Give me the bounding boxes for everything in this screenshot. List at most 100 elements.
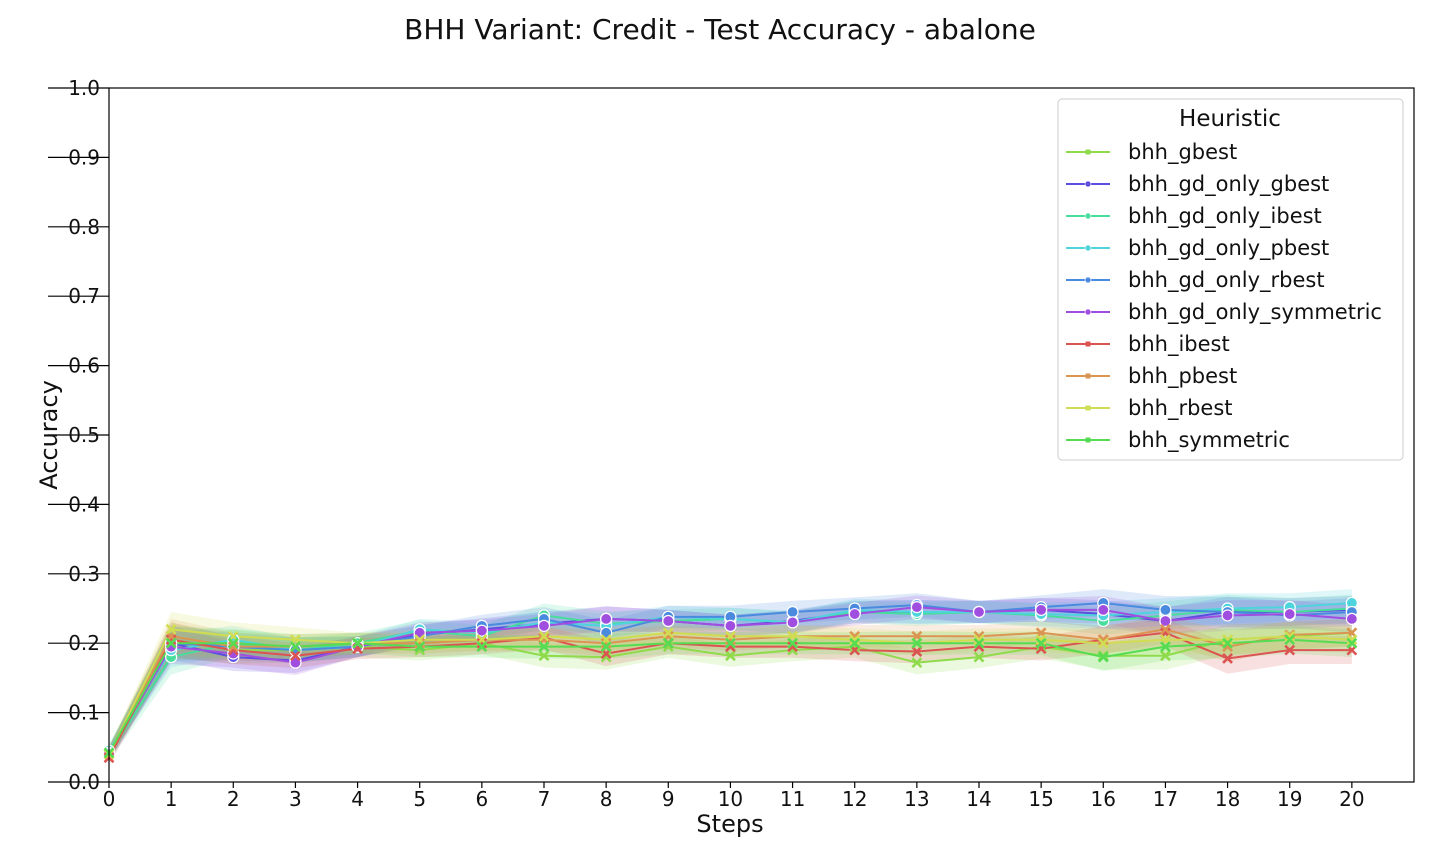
legend-item-bhh-gd-only-symmetric: bhh_gd_only_symmetric bbox=[1066, 300, 1382, 325]
point-bhh-symmetric bbox=[662, 637, 674, 649]
point-bhh-symmetric bbox=[787, 637, 798, 649]
legend-label: bhh_gd_only_ibest bbox=[1128, 204, 1322, 229]
y-tick-label: 0.2 bbox=[68, 631, 100, 655]
legend-item-bhh-gbest: bhh_gbest bbox=[1066, 140, 1237, 165]
point-bhh-gbest bbox=[973, 651, 985, 663]
legend-marker bbox=[1085, 373, 1091, 379]
point-bhh-pbest bbox=[600, 637, 612, 649]
x-tick-label: 0 bbox=[103, 787, 116, 811]
point-bhh-gbest bbox=[1160, 650, 1171, 662]
x-tick-label: 1 bbox=[165, 787, 178, 811]
y-tick-label: 0.6 bbox=[68, 354, 100, 378]
legend-item-bhh-gd-only-pbest: bhh_gd_only_pbest bbox=[1066, 236, 1329, 261]
legend-item-bhh-rbest: bhh_rbest bbox=[1066, 396, 1233, 421]
x-tick-label: 5 bbox=[413, 787, 426, 811]
legend-label: bhh_gbest bbox=[1128, 140, 1237, 165]
legend-item-bhh-gd-only-gbest: bhh_gd_only_gbest bbox=[1066, 172, 1329, 197]
point-bhh-gbest bbox=[662, 641, 674, 653]
point-bhh-symmetric bbox=[476, 641, 488, 653]
legend-items: bhh_gbest bhh_gd_only_gbest bhh_gd_only_ib… bbox=[1066, 140, 1382, 453]
point-bhh-gd-only-symmetric bbox=[910, 601, 923, 614]
point-bhh-gd-only-symmetric bbox=[848, 607, 861, 621]
y-tick-label: 1.0 bbox=[68, 76, 100, 100]
y-tick-label: 0.0 bbox=[68, 770, 100, 794]
point-bhh-gd-only-symmetric bbox=[786, 616, 799, 629]
point-bhh-rbest bbox=[1035, 634, 1047, 646]
point-bhh-gd-only-symmetric bbox=[662, 614, 675, 628]
legend-item-bhh-symmetric: bhh_symmetric bbox=[1066, 428, 1290, 453]
legend-label: bhh_gd_only_rbest bbox=[1128, 268, 1325, 293]
x-tick-label: 20 bbox=[1339, 787, 1364, 811]
y-axis: 0.0 0.1 0.2 0.3 0.4 0.5 0.6 0.7 0.8 0.9 1.0 bbox=[48, 76, 109, 794]
point-bhh-symmetric bbox=[1097, 651, 1109, 663]
x-axis: 0 1 2 3 4 5 6 7 8 9 10 11 12 13 14 15 16 17 18 19 20 bbox=[103, 782, 1365, 811]
x-tick-label: 18 bbox=[1215, 787, 1240, 811]
point-bhh-gbest bbox=[538, 650, 550, 662]
x-tick-label: 10 bbox=[718, 787, 743, 811]
legend-label: bhh_pbest bbox=[1128, 364, 1237, 389]
point-bhh-gd-only-rbest bbox=[1159, 603, 1172, 616]
legend-marker bbox=[1084, 244, 1092, 252]
legend-box bbox=[1057, 98, 1404, 461]
x-tick-label: 7 bbox=[538, 787, 551, 811]
point-bhh-pbest bbox=[1097, 634, 1109, 646]
point-bhh-rbest bbox=[662, 627, 674, 639]
point-bhh-gd-only-symmetric bbox=[475, 624, 488, 637]
legend-marker bbox=[1084, 180, 1092, 188]
point-bhh-symmetric bbox=[849, 637, 861, 649]
point-bhh-symmetric bbox=[600, 641, 612, 653]
point-bhh-ibest bbox=[787, 641, 798, 653]
legend-marker bbox=[1084, 212, 1092, 220]
point-bhh-symmetric bbox=[165, 637, 177, 649]
x-axis-label: Steps bbox=[696, 810, 763, 838]
point-bhh-gd-only-symmetric bbox=[1283, 607, 1296, 621]
point-bhh-symmetric bbox=[1160, 641, 1171, 653]
y-tick-label: 0.3 bbox=[68, 562, 100, 586]
legend-marker bbox=[1084, 308, 1092, 316]
point-bhh-ibest bbox=[1222, 653, 1233, 664]
legend-label: bhh_gd_only_pbest bbox=[1128, 236, 1329, 261]
point-bhh-gd-only-symmetric bbox=[537, 619, 551, 632]
point-bhh-gbest bbox=[600, 651, 612, 663]
legend-item-bhh-gd-only-ibest: bhh_gd_only_ibest bbox=[1066, 204, 1322, 229]
x-tick-label: 11 bbox=[780, 787, 805, 811]
point-bhh-ibest bbox=[476, 637, 488, 649]
point-bhh-gd-only-symmetric bbox=[1221, 609, 1234, 622]
point-bhh-gd-only-symmetric bbox=[724, 619, 737, 632]
point-bhh-gd-only-symmetric bbox=[600, 612, 613, 626]
y-axis-label: Accuracy bbox=[35, 380, 63, 490]
legend-marker bbox=[1085, 149, 1091, 155]
point-bhh-symmetric bbox=[1346, 637, 1358, 649]
point-bhh-rbest bbox=[849, 634, 861, 646]
point-bhh-gbest bbox=[911, 657, 923, 669]
point-bhh-symmetric bbox=[414, 641, 426, 653]
x-tick-label: 17 bbox=[1153, 787, 1178, 811]
point-bhh-gbest bbox=[725, 650, 736, 662]
point-bhh-rbest bbox=[973, 634, 985, 646]
x-tick-label: 8 bbox=[600, 787, 613, 811]
x-tick-label: 13 bbox=[904, 787, 929, 811]
band-bhh-gbest bbox=[109, 618, 1352, 760]
legend-label: bhh_rbest bbox=[1128, 396, 1233, 421]
point-bhh-symmetric bbox=[911, 637, 923, 649]
point-bhh-symmetric bbox=[352, 637, 363, 649]
point-bhh-symmetric bbox=[290, 641, 301, 653]
x-tick-label: 6 bbox=[475, 787, 488, 811]
x-tick-label: 15 bbox=[1028, 787, 1053, 811]
point-bhh-gd-only-symmetric bbox=[1159, 614, 1172, 628]
point-bhh-ibest bbox=[290, 650, 301, 662]
point-bhh-rbest bbox=[165, 623, 177, 635]
legend-title: Heuristic bbox=[1179, 106, 1281, 132]
y-tick-label: 0.5 bbox=[68, 423, 100, 447]
point-bhh-rbest bbox=[1284, 630, 1296, 642]
point-bhh-ibest bbox=[911, 646, 923, 657]
point-bhh-pbest bbox=[725, 634, 736, 646]
point-bhh-gd-only-symmetric bbox=[1035, 603, 1048, 616]
point-bhh-pbest bbox=[227, 641, 239, 653]
point-bhh-gd-only-symmetric bbox=[972, 605, 986, 619]
x-tick-label: 9 bbox=[662, 787, 675, 811]
point-bhh-ibest bbox=[1284, 644, 1296, 656]
x-tick-label: 14 bbox=[966, 787, 991, 811]
